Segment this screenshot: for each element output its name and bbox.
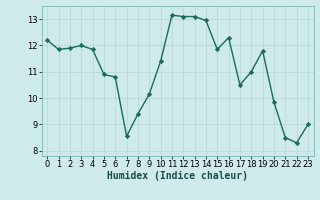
X-axis label: Humidex (Indice chaleur): Humidex (Indice chaleur) bbox=[107, 171, 248, 181]
